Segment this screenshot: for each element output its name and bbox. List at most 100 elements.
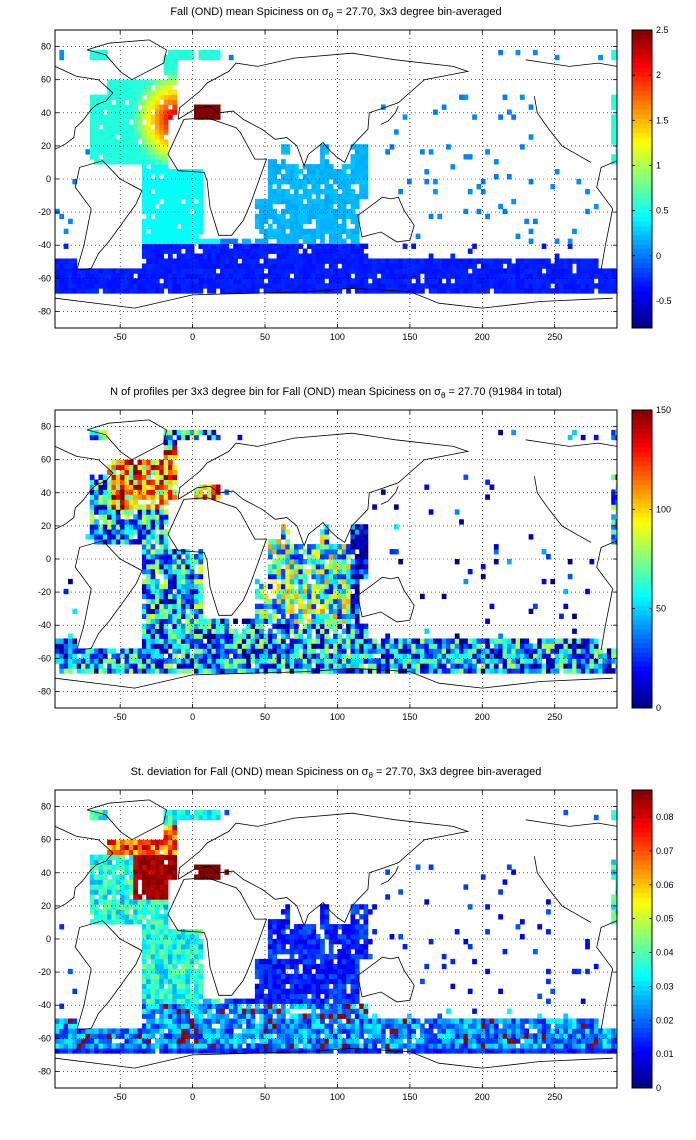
heatmap-cell	[350, 563, 356, 570]
heatmap-cell	[154, 934, 160, 940]
heatmap-cell	[515, 268, 521, 274]
heatmap-cell	[489, 638, 495, 644]
heatmap-cell	[398, 273, 404, 279]
heatmap-cell	[380, 263, 386, 269]
heatmap-cell	[380, 288, 386, 294]
heatmap-cell	[272, 263, 278, 269]
heatmap-cell	[194, 104, 199, 110]
heatmap-cell	[137, 89, 143, 95]
heatmap-cell	[107, 278, 112, 284]
heatmap-cell	[324, 539, 330, 545]
heatmap-cell	[289, 598, 295, 605]
heatmap-cell	[328, 164, 334, 170]
heatmap-cell	[163, 149, 169, 155]
heatmap-cell	[167, 188, 173, 195]
heatmap-cell	[211, 54, 217, 61]
heatmap-cell	[502, 648, 508, 654]
heatmap-cell	[246, 278, 251, 284]
heatmap-cell	[393, 278, 399, 284]
heatmap-cell	[194, 638, 199, 644]
heatmap-cell	[415, 283, 421, 289]
heatmap-cell	[189, 283, 195, 289]
heatmap-cell	[272, 233, 278, 239]
heatmap-cell	[337, 603, 343, 610]
heatmap-cell	[315, 248, 321, 254]
heatmap-cell	[111, 509, 117, 515]
heatmap-cell	[63, 228, 69, 235]
heatmap-cell	[141, 983, 147, 990]
heatmap-cell	[441, 648, 447, 654]
heatmap-cell	[146, 243, 151, 249]
heatmap-cell	[85, 1028, 91, 1034]
heatmap-cell	[207, 104, 212, 110]
heatmap-cell	[350, 193, 356, 200]
heatmap-cell	[441, 668, 447, 674]
heatmap-cell	[89, 899, 95, 905]
heatmap-cell	[159, 549, 165, 555]
heatmap-cell	[146, 183, 151, 190]
heatmap-cell	[420, 288, 425, 294]
heatmap-cell	[463, 658, 469, 664]
heatmap-cell	[185, 1023, 191, 1029]
heatmap-cell	[120, 89, 125, 95]
heatmap-cell	[141, 633, 147, 639]
heatmap-cell	[272, 243, 278, 249]
heatmap-cell	[163, 273, 169, 279]
y-tick-label: 0	[46, 174, 51, 184]
heatmap-cell	[107, 114, 112, 120]
heatmap-cell	[198, 268, 204, 274]
heatmap-cell	[346, 628, 351, 634]
heatmap-cell	[63, 1043, 69, 1049]
heatmap-cell	[307, 618, 312, 624]
heatmap-cell	[324, 573, 330, 580]
heatmap-cell	[615, 139, 618, 145]
heatmap-cell	[137, 283, 143, 289]
heatmap-cell	[511, 638, 517, 644]
heatmap-cell	[185, 1018, 191, 1024]
heatmap-cell	[293, 563, 299, 570]
heatmap-cell	[107, 129, 112, 135]
heatmap-cell	[98, 134, 104, 140]
colorbar-segment	[632, 67, 652, 73]
heatmap-cell	[133, 94, 138, 100]
heatmap-cell	[107, 504, 112, 510]
heatmap-cell	[207, 484, 212, 490]
heatmap-cell	[350, 253, 356, 259]
heatmap-cell	[289, 549, 295, 555]
heatmap-cell	[524, 638, 530, 644]
heatmap-cell	[259, 613, 264, 619]
heatmap-cell	[346, 593, 351, 600]
heatmap-cell	[141, 534, 147, 540]
heatmap-cell	[176, 213, 182, 220]
heatmap-cell	[194, 494, 199, 500]
heatmap-cell	[246, 618, 251, 624]
heatmap-cell	[341, 238, 347, 244]
heatmap-cell	[154, 198, 160, 205]
heatmap-cell	[611, 273, 616, 279]
heatmap-cell	[415, 233, 421, 239]
heatmap-cell	[63, 1048, 69, 1054]
heatmap-cell	[72, 278, 78, 284]
heatmap-cell	[163, 1018, 169, 1024]
heatmap-cell	[602, 658, 608, 664]
heatmap-cell	[437, 268, 443, 274]
heatmap-cell	[120, 1043, 125, 1049]
heatmap-cell	[328, 203, 334, 210]
heatmap-cell	[185, 258, 191, 264]
heatmap-cell	[207, 238, 212, 244]
colorbar-segment	[632, 272, 652, 278]
heatmap-cell	[324, 603, 330, 610]
colorbar-segment	[632, 239, 652, 245]
heatmap-cell	[215, 434, 221, 441]
heatmap-cell	[154, 603, 160, 610]
heatmap-cell	[133, 894, 138, 900]
heatmap-cell	[167, 978, 173, 985]
heatmap-cell	[107, 1028, 112, 1034]
heatmap-cell	[172, 648, 178, 654]
heatmap-cell	[163, 208, 169, 215]
heatmap-cell	[163, 188, 169, 195]
heatmap-cell	[68, 288, 73, 294]
heatmap-cell	[611, 474, 616, 480]
heatmap-cell	[194, 578, 199, 585]
heatmap-cell	[485, 258, 490, 264]
